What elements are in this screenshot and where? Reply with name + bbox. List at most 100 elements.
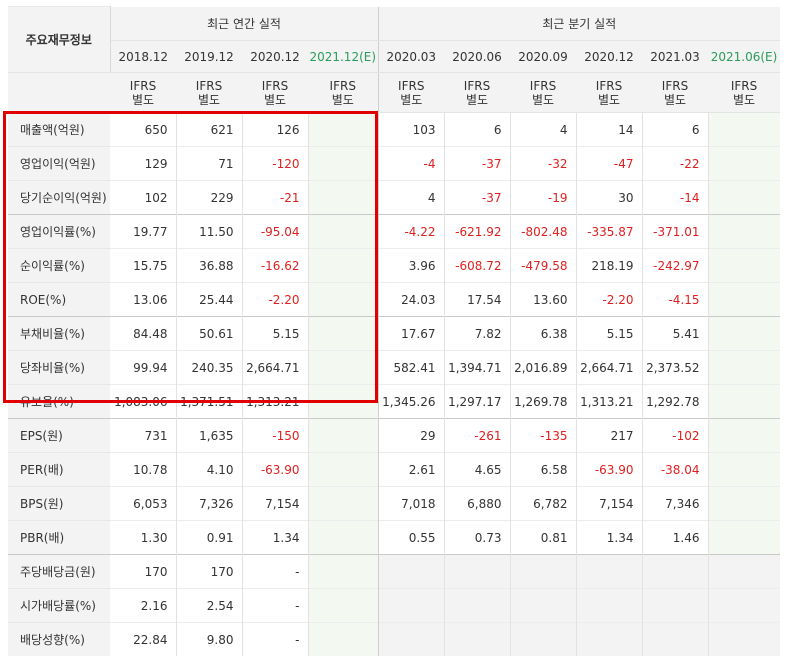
value-cell (708, 351, 780, 385)
ifrs-bottom: 별도 (308, 93, 378, 107)
value-cell (708, 555, 780, 589)
value-cell (308, 147, 378, 181)
row-label: 부채비율(%) (8, 317, 110, 351)
ifrs-top: IFRS (708, 79, 780, 93)
row-label: 순이익률(%) (8, 249, 110, 283)
value-cell: 0.73 (444, 521, 510, 555)
period-header: 2020.09 (510, 41, 576, 73)
ifrs-bottom: 별도 (510, 93, 576, 107)
value-cell (308, 419, 378, 453)
value-cell: 22.84 (110, 623, 176, 656)
period-header: 2021.12(E) (308, 41, 378, 73)
value-cell: -4.15 (642, 283, 708, 317)
value-cell: 24.03 (378, 283, 444, 317)
value-cell: 170 (176, 555, 242, 589)
row-label: 영업이익(억원) (8, 147, 110, 181)
value-cell: 1,297.17 (444, 385, 510, 419)
value-cell (308, 113, 378, 147)
value-cell: 6,782 (510, 487, 576, 521)
value-cell: 99.94 (110, 351, 176, 385)
period-header: 2020.06 (444, 41, 510, 73)
value-cell: 14 (576, 113, 642, 147)
ifrs-top: IFRS (308, 79, 378, 93)
value-cell (708, 113, 780, 147)
value-cell: 229 (176, 181, 242, 215)
value-cell: -621.92 (444, 215, 510, 249)
value-cell: - (242, 623, 308, 656)
value-cell: 30 (576, 181, 642, 215)
value-cell: 2,016.89 (510, 351, 576, 385)
value-cell: 7,154 (242, 487, 308, 521)
value-cell (576, 555, 642, 589)
row-label: EPS(원) (8, 419, 110, 453)
value-cell (576, 589, 642, 623)
value-cell: -335.87 (576, 215, 642, 249)
value-cell: 1,269.78 (510, 385, 576, 419)
value-cell: 25.44 (176, 283, 242, 317)
value-cell: 6.38 (510, 317, 576, 351)
value-cell: 6,880 (444, 487, 510, 521)
value-cell: 129 (110, 147, 176, 181)
row-label: ROE(%) (8, 283, 110, 317)
value-cell: 1,371.51 (176, 385, 242, 419)
value-cell (510, 555, 576, 589)
value-cell: 5.15 (576, 317, 642, 351)
value-cell: 71 (176, 147, 242, 181)
annual-group-header: 최근 연간 실적 (110, 7, 378, 41)
value-cell: 5.41 (642, 317, 708, 351)
value-cell (308, 351, 378, 385)
value-cell: -802.48 (510, 215, 576, 249)
value-cell: - (242, 555, 308, 589)
row-label: 당좌비율(%) (8, 351, 110, 385)
value-cell: -47 (576, 147, 642, 181)
period-header: 2019.12 (176, 41, 242, 73)
ifrs-top: IFRS (444, 79, 510, 93)
value-cell: 582.41 (378, 351, 444, 385)
value-cell: -135 (510, 419, 576, 453)
value-cell: 1.34 (576, 521, 642, 555)
value-cell (708, 147, 780, 181)
row-label: 배당성향(%) (8, 623, 110, 656)
period-header: 2020.12 (242, 41, 308, 73)
value-cell: 650 (110, 113, 176, 147)
value-cell (708, 623, 780, 656)
value-cell: 4 (510, 113, 576, 147)
value-cell: -37 (444, 181, 510, 215)
value-cell: 1,345.26 (378, 385, 444, 419)
ifrs-label-blank (8, 73, 110, 113)
ifrs-bottom: 별도 (176, 93, 242, 107)
value-cell (708, 487, 780, 521)
value-cell: -32 (510, 147, 576, 181)
value-cell: 126 (242, 113, 308, 147)
ifrs-top: IFRS (242, 79, 308, 93)
value-cell: 240.35 (176, 351, 242, 385)
ifrs-top: IFRS (576, 79, 642, 93)
value-cell: -19 (510, 181, 576, 215)
ifrs-top: IFRS (110, 79, 176, 93)
ifrs-top: IFRS (176, 79, 242, 93)
row-label: 유보율(%) (8, 385, 110, 419)
value-cell: 36.88 (176, 249, 242, 283)
value-cell: 1.30 (110, 521, 176, 555)
value-cell: 17.54 (444, 283, 510, 317)
value-cell: 1,083.06 (110, 385, 176, 419)
value-cell: -63.90 (242, 453, 308, 487)
value-cell: 9.80 (176, 623, 242, 656)
value-cell: -102 (642, 419, 708, 453)
value-cell: -4.22 (378, 215, 444, 249)
value-cell: 2,664.71 (242, 351, 308, 385)
value-cell: -261 (444, 419, 510, 453)
value-cell: 13.60 (510, 283, 576, 317)
